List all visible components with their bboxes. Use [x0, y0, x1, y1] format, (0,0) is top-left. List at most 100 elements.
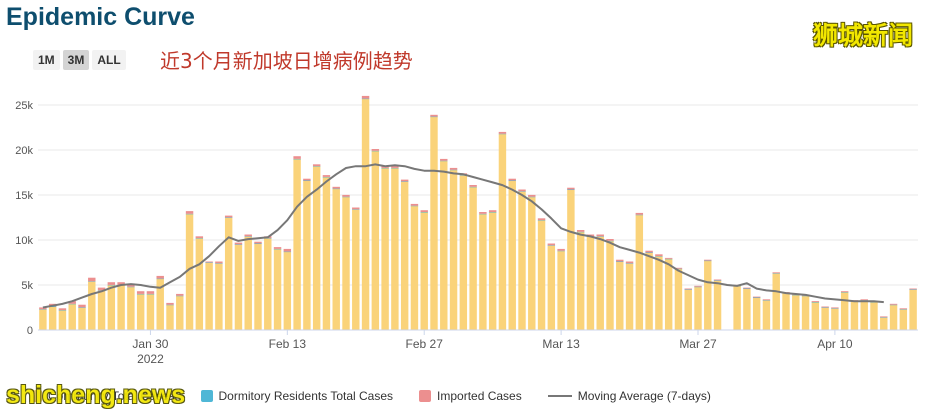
bar-community	[743, 288, 751, 330]
bar-dormitory	[273, 248, 282, 250]
watermark-logo-bottom: shicheng.news	[6, 381, 186, 409]
range-button-3m[interactable]: 3M	[62, 50, 90, 70]
bar-dormitory	[576, 231, 585, 233]
bar-community	[48, 306, 57, 330]
bar-community	[498, 133, 507, 330]
bar-community	[596, 236, 604, 330]
legend-item-dormitory[interactable]: Dormitory Residents Total Cases	[200, 389, 393, 403]
bar-community	[645, 252, 653, 330]
bar-dormitory	[391, 167, 399, 169]
bar-imported	[664, 257, 673, 259]
bar-imported	[273, 247, 282, 249]
bar-imported	[224, 215, 233, 218]
chart-subtitle: 近3个月新加坡日增病例趋势	[160, 49, 413, 73]
bar-imported	[78, 304, 86, 308]
bar-imported	[166, 302, 174, 305]
legend-item-community[interactable]: Community Total Cases	[30, 389, 175, 403]
bar-community	[782, 293, 790, 330]
legend-item-imported[interactable]: Imported Cases	[419, 389, 522, 403]
bar-imported	[400, 179, 409, 182]
bar-imported	[498, 131, 507, 134]
bar-imported	[704, 259, 712, 261]
bar-imported	[596, 234, 604, 237]
bar-community	[528, 196, 536, 330]
bar-community	[332, 188, 340, 330]
bar-imported	[205, 261, 213, 263]
bar-imported	[772, 272, 780, 274]
bar-dormitory	[616, 261, 624, 263]
bar-imported	[39, 307, 47, 310]
bar-community	[352, 209, 360, 330]
bar-community	[684, 289, 692, 330]
bar-imported	[899, 308, 908, 310]
x-tick-label: Mar 27	[679, 337, 717, 351]
bar-imported	[215, 261, 223, 264]
bar-dormitory	[674, 268, 683, 270]
bar-community	[713, 280, 722, 330]
bar-community	[694, 286, 702, 330]
bar-community	[117, 285, 125, 330]
bar-community	[244, 236, 252, 330]
bar-dormitory	[606, 240, 614, 242]
bar-imported	[156, 275, 164, 279]
bar-community	[234, 244, 243, 330]
bar-imported	[547, 243, 556, 246]
bar-dormitory	[811, 302, 820, 303]
bar-community	[616, 261, 624, 330]
bar-imported	[518, 189, 526, 192]
bar-dormitory	[713, 280, 722, 281]
bar-community	[283, 251, 292, 330]
bar-imported	[254, 241, 262, 244]
bar-dormitory	[459, 175, 468, 176]
bar-dormitory	[234, 244, 243, 245]
bar-dormitory	[831, 308, 839, 309]
x-tick-label: Mar 13	[542, 337, 580, 351]
bar-imported	[752, 296, 761, 298]
bar-imported	[420, 210, 428, 213]
bar-dormitory	[146, 293, 155, 295]
bar-community	[537, 220, 546, 330]
bar-dormitory	[166, 304, 174, 306]
bar-dormitory	[136, 293, 145, 295]
bar-community	[410, 205, 419, 330]
bar-dormitory	[400, 181, 409, 182]
y-tick-label: 15k	[15, 190, 33, 202]
bar-imported	[244, 234, 252, 237]
bar-community	[567, 189, 575, 330]
y-tick-label: 25k	[15, 100, 33, 112]
bar-community	[909, 289, 917, 330]
bar-imported	[97, 287, 106, 291]
bar-imported	[880, 316, 888, 318]
bar-dormitory	[371, 150, 380, 152]
bar-community	[391, 168, 399, 330]
bar-dormitory	[537, 220, 546, 221]
bar-dormitory	[88, 281, 96, 282]
bar-community	[762, 300, 771, 330]
bar-imported	[68, 301, 76, 304]
bar-dormitory	[792, 294, 800, 296]
range-button-all[interactable]: ALL	[92, 50, 126, 70]
bar-dormitory	[645, 252, 653, 254]
y-tick-label: 10k	[15, 235, 33, 247]
bar-community	[440, 160, 448, 330]
bar-community	[674, 268, 683, 330]
legend-item-moving-average[interactable]: Moving Average (7-days)	[547, 389, 711, 403]
bar-dormitory	[361, 98, 370, 100]
bar-imported	[127, 284, 135, 287]
bar-community	[508, 180, 516, 330]
bar-community	[635, 214, 644, 330]
bar-dormitory	[752, 297, 761, 299]
bar-imported	[332, 186, 340, 189]
bar-community	[430, 116, 438, 330]
legend-label-imported: Imported Cases	[437, 389, 522, 403]
bar-dormitory	[870, 302, 878, 303]
bar-community	[273, 249, 282, 330]
bar-imported	[840, 291, 849, 293]
bar-dormitory	[557, 250, 565, 252]
bar-dormitory	[772, 273, 780, 274]
range-button-1m[interactable]: 1M	[33, 50, 60, 70]
bar-dormitory	[488, 212, 497, 213]
x-tick-label: Feb 13	[269, 337, 307, 351]
bar-community	[78, 307, 86, 330]
